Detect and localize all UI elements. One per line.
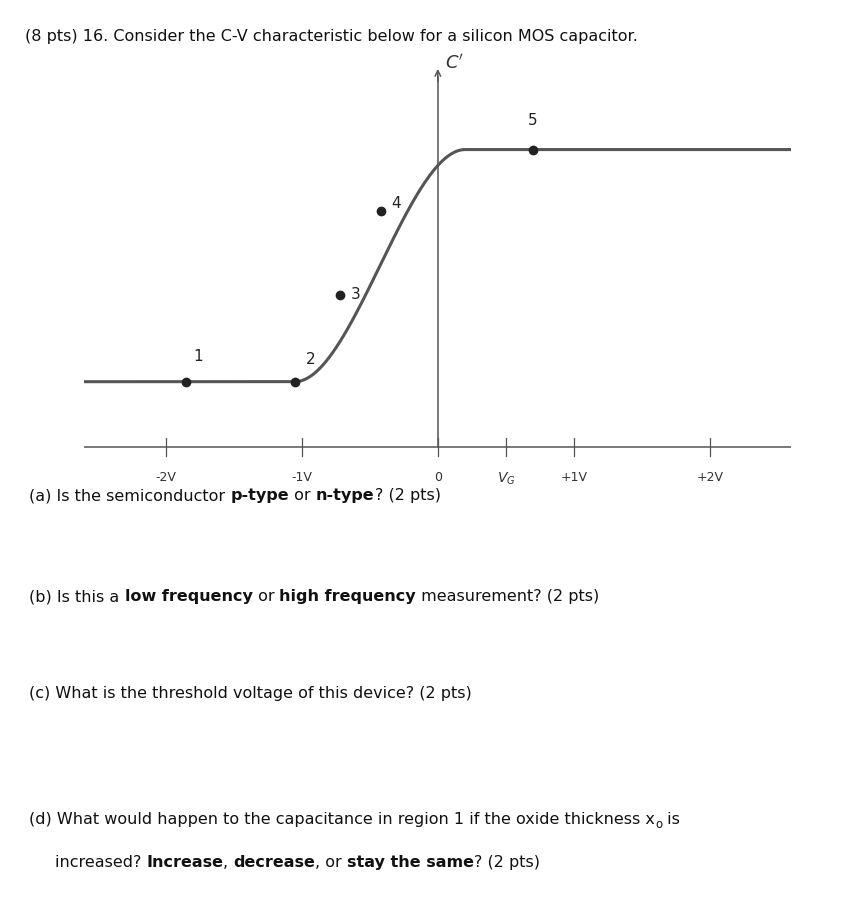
Text: is: is xyxy=(663,812,680,827)
Text: -1V: -1V xyxy=(291,471,312,484)
Text: ? (2 pts): ? (2 pts) xyxy=(375,488,440,503)
Text: measurement? (2 pts): measurement? (2 pts) xyxy=(416,589,600,604)
Text: or: or xyxy=(290,488,316,503)
Text: ,: , xyxy=(223,855,233,869)
Text: $V_G$: $V_G$ xyxy=(497,471,515,487)
Text: ? (2 pts): ? (2 pts) xyxy=(474,855,541,869)
Text: increased?: increased? xyxy=(55,855,147,869)
Text: , or: , or xyxy=(316,855,347,869)
Text: n-type: n-type xyxy=(316,488,375,503)
Text: (8 pts) 16. Consider the C-V characteristic below for a silicon MOS capacitor.: (8 pts) 16. Consider the C-V characteris… xyxy=(25,29,638,44)
Text: Increase: Increase xyxy=(147,855,223,869)
Text: 1: 1 xyxy=(193,348,203,364)
Text: $C'$: $C'$ xyxy=(445,53,464,72)
Text: -2V: -2V xyxy=(156,471,176,484)
Text: p-type: p-type xyxy=(231,488,290,503)
Text: 0: 0 xyxy=(434,471,442,484)
Text: (c) What is the threshold voltage of this device? (2 pts): (c) What is the threshold voltage of thi… xyxy=(29,686,472,701)
Text: 4: 4 xyxy=(392,196,402,212)
Text: decrease: decrease xyxy=(233,855,316,869)
Text: +2V: +2V xyxy=(696,471,723,484)
Text: low frequency: low frequency xyxy=(125,589,253,604)
Text: 5: 5 xyxy=(528,112,538,128)
Text: 3: 3 xyxy=(351,287,360,302)
Text: (b) Is this a: (b) Is this a xyxy=(29,589,125,604)
Text: +1V: +1V xyxy=(561,471,588,484)
Text: o: o xyxy=(655,818,663,831)
Text: (d) What would happen to the capacitance in region 1 if the oxide thickness x: (d) What would happen to the capacitance… xyxy=(29,812,655,827)
Text: (a) Is the semiconductor: (a) Is the semiconductor xyxy=(29,488,231,503)
Text: high frequency: high frequency xyxy=(280,589,416,604)
Text: stay the same: stay the same xyxy=(347,855,474,869)
Text: 2: 2 xyxy=(306,352,316,367)
Text: or: or xyxy=(253,589,280,604)
